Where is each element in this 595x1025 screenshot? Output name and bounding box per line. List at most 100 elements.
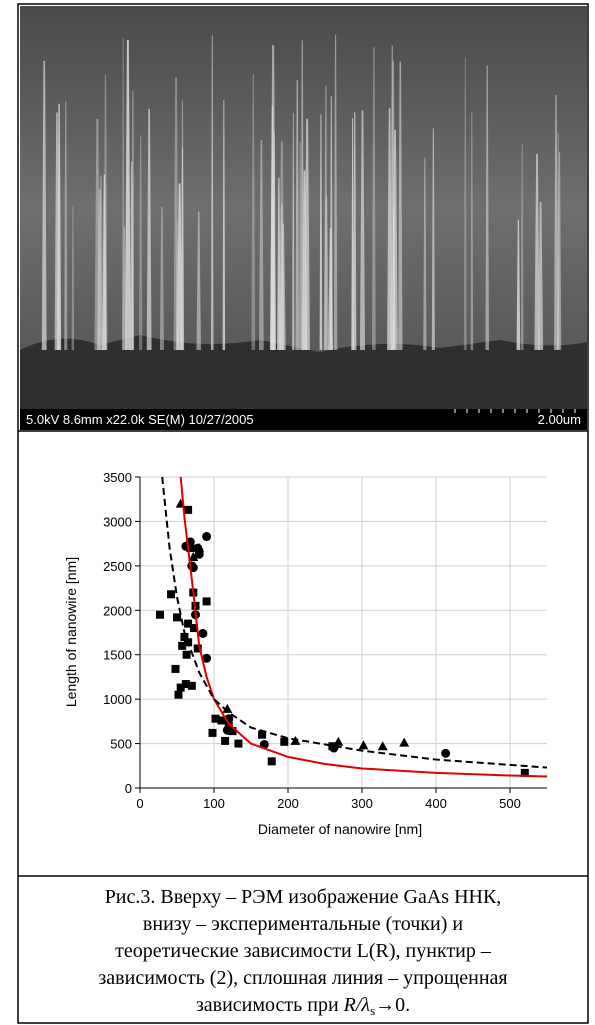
- point: [171, 664, 180, 673]
- point: [234, 739, 243, 748]
- nanowire: [359, 110, 366, 350]
- nanowire: [94, 118, 101, 351]
- nanowire: [392, 129, 398, 350]
- nanowire: [251, 74, 256, 351]
- point: [217, 716, 226, 725]
- nanowire: [222, 100, 226, 351]
- nanowire: [431, 128, 435, 350]
- nanowire: [328, 227, 333, 350]
- nanowire: [333, 34, 338, 351]
- point: [184, 619, 193, 628]
- info-bar: [20, 409, 587, 430]
- point: [176, 683, 185, 692]
- point: [202, 597, 211, 606]
- nanowire: [557, 151, 562, 350]
- point: [441, 748, 451, 758]
- point: [198, 628, 208, 638]
- point: [377, 741, 388, 751]
- nanowire: [159, 206, 164, 350]
- nanowire: [538, 202, 544, 350]
- point: [211, 714, 220, 723]
- point: [258, 730, 267, 739]
- nanowire: [463, 57, 467, 350]
- nanowire: [304, 118, 310, 350]
- nanowire: [96, 188, 103, 350]
- caption-italic: R/λ: [343, 994, 371, 1016]
- nanowire: [295, 80, 300, 350]
- point: [167, 590, 176, 599]
- point: [280, 737, 289, 746]
- frame: [17, 3, 589, 1024]
- nanowire: [353, 112, 357, 350]
- point: [333, 736, 344, 746]
- point: [187, 681, 196, 690]
- nanowire: [534, 153, 540, 350]
- caption-line: зависимость при R/λs→0.: [196, 994, 410, 1018]
- nanowire: [98, 175, 104, 350]
- caption-line: внизу – экспериментальные (точки) и: [143, 913, 463, 935]
- y-tick-label: 1500: [103, 648, 132, 663]
- nanowire: [146, 108, 152, 350]
- point: [190, 624, 199, 633]
- y-tick-label: 3500: [103, 470, 132, 485]
- point: [155, 610, 164, 619]
- point: [399, 737, 410, 747]
- nanowire: [279, 140, 285, 350]
- nanowire: [520, 143, 524, 350]
- sem-scale: 2.00um: [538, 412, 581, 427]
- caption-subscript: s: [370, 1003, 375, 1018]
- caption-line: Рис.3. Вверху – РЭМ изображение GaAs ННК…: [105, 886, 502, 908]
- y-tick-label: 0: [125, 781, 132, 796]
- nanowire: [470, 112, 474, 351]
- y-axis-label: Length of nanowire [nm]: [63, 557, 79, 707]
- nanowire: [554, 94, 558, 350]
- x-tick-label: 100: [203, 796, 225, 811]
- nanowire: [124, 40, 131, 350]
- x-tick-label: 500: [499, 796, 521, 811]
- y-tick-label: 2500: [103, 559, 132, 574]
- nanowire: [210, 35, 214, 350]
- nanowire: [423, 157, 427, 350]
- nanowire: [516, 219, 521, 350]
- nanowire: [270, 45, 277, 350]
- nanowire: [138, 135, 143, 350]
- point: [358, 740, 369, 750]
- nanowire: [319, 114, 323, 350]
- point: [184, 505, 193, 514]
- caption-text: зависимость при: [196, 994, 344, 1016]
- nanowire: [196, 211, 201, 350]
- point: [222, 703, 233, 713]
- nanowire: [71, 206, 75, 350]
- x-tick-label: 0: [136, 796, 143, 811]
- point: [194, 543, 205, 553]
- x-tick-label: 200: [277, 796, 299, 811]
- point: [193, 644, 202, 653]
- sem-image: [20, 6, 587, 409]
- x-axis-label: Diameter of nanowire [nm]: [258, 821, 422, 837]
- nanowire: [102, 174, 107, 350]
- nanowire: [176, 183, 183, 350]
- nanowire: [324, 85, 328, 350]
- point: [174, 690, 183, 699]
- caption-line: зависимость (2), сплошная линия – упроще…: [98, 967, 507, 989]
- y-tick-label: 2000: [103, 603, 132, 618]
- point: [208, 728, 217, 737]
- nanowire: [292, 112, 295, 350]
- scale-bar: [454, 409, 576, 413]
- caption: Рис.3. Вверху – РЭМ изображение GaAs ННК…: [98, 886, 507, 1018]
- nanowire: [41, 60, 47, 350]
- x-tick-label: 300: [351, 796, 373, 811]
- y-tick-label: 500: [110, 737, 132, 752]
- caption-line: теоретические зависимости L(R), пунктир …: [115, 940, 492, 962]
- nanowire: [181, 147, 184, 350]
- nanowire: [121, 37, 125, 350]
- point: [178, 641, 187, 650]
- plot: 0 100 200 300 400 500 0 500 1000 1500 2000 2500 3000…: [103, 470, 547, 811]
- point: [520, 768, 529, 777]
- nanowire: [351, 118, 354, 350]
- nanowire: [323, 196, 330, 350]
- sem-info: 5.0kV 8.6mm x22.0k SE(M) 10/27/2005: [26, 412, 254, 427]
- nanowire: [280, 223, 286, 350]
- point: [202, 532, 212, 542]
- point: [228, 727, 237, 736]
